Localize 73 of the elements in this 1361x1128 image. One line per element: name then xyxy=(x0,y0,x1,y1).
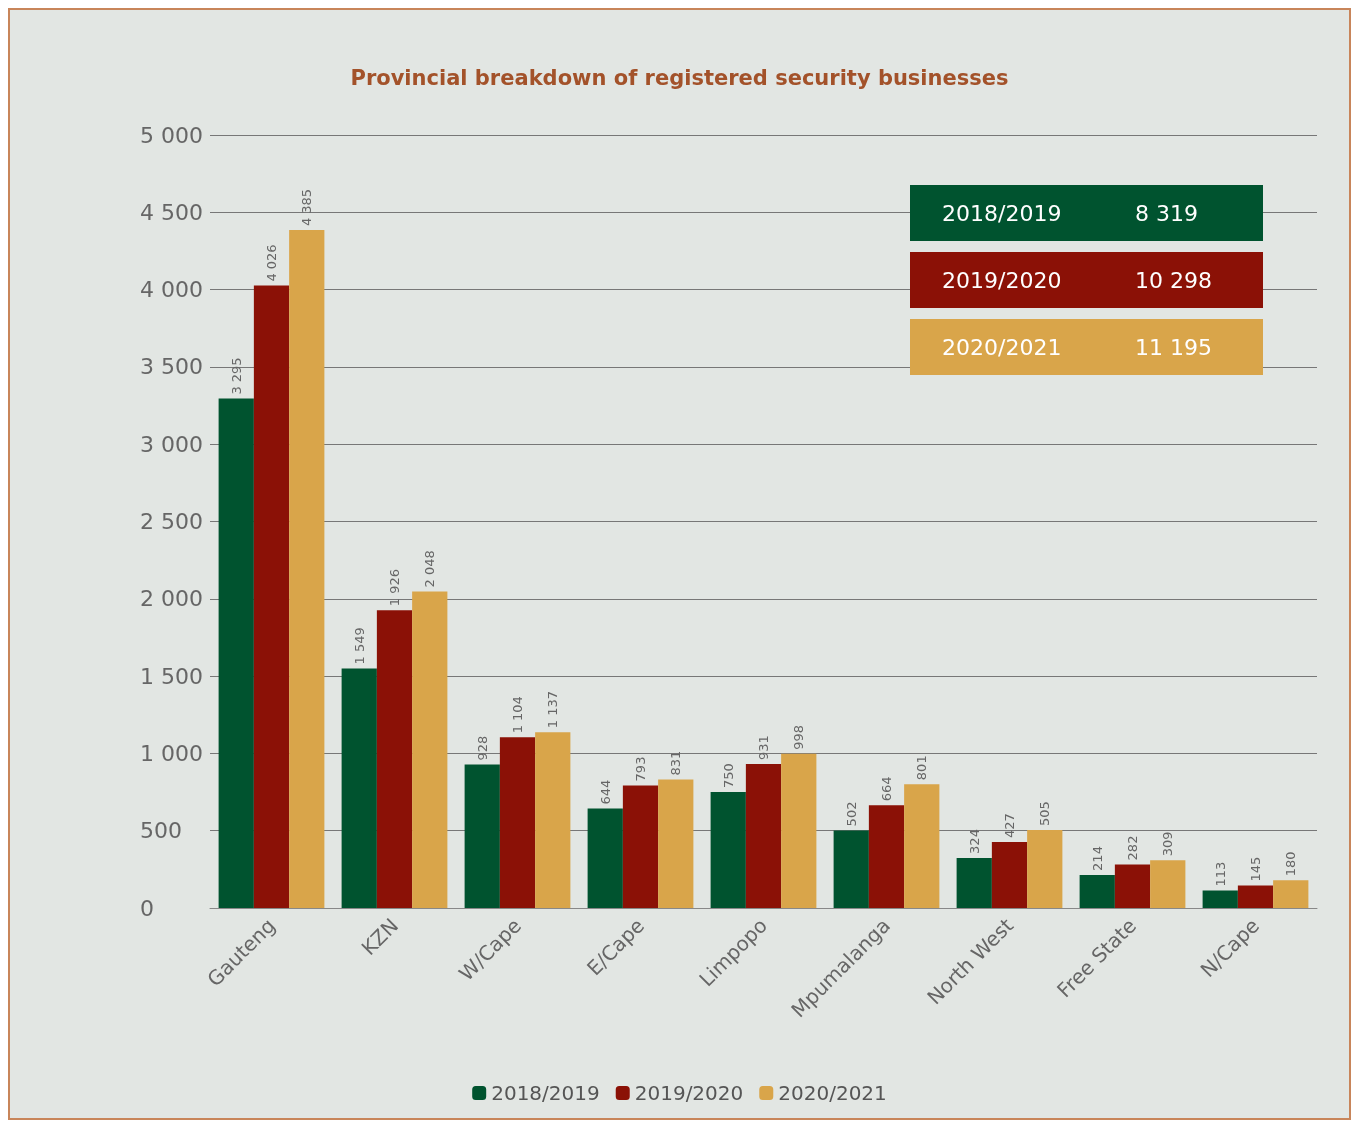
y-tick-label: 3 500 xyxy=(140,354,203,380)
bar xyxy=(991,841,1028,908)
bar xyxy=(1273,880,1309,908)
data-label: 801 xyxy=(914,755,930,781)
y-tick-label: 0 xyxy=(140,895,154,921)
bar xyxy=(1079,874,1115,908)
y-tick-label: 4 000 xyxy=(140,277,203,303)
data-label: 644 xyxy=(597,779,613,805)
bar xyxy=(218,398,254,908)
y-tick-label: 500 xyxy=(140,818,182,844)
data-label: 3 295 xyxy=(228,357,244,395)
bar xyxy=(341,668,377,908)
bar xyxy=(710,792,746,908)
chart-title: Provincial breakdown of registered security businesses xyxy=(350,65,1009,90)
y-tick-label: 4 500 xyxy=(140,199,203,225)
data-label: 750 xyxy=(720,763,736,789)
bar xyxy=(289,230,325,908)
data-label: 427 xyxy=(1002,813,1017,838)
bar xyxy=(499,737,536,908)
data-label: 282 xyxy=(1125,835,1140,861)
bar xyxy=(412,591,448,908)
data-label: 998 xyxy=(791,724,807,750)
data-label: 928 xyxy=(474,735,490,761)
bar xyxy=(253,285,290,908)
annotation: 10 298 xyxy=(1135,267,1212,293)
bar xyxy=(464,764,500,908)
bar xyxy=(1114,864,1151,908)
data-label: 1 549 xyxy=(351,627,367,665)
data-label: 664 xyxy=(879,776,894,802)
bar xyxy=(781,753,817,908)
bar xyxy=(1202,890,1238,908)
bar xyxy=(904,784,940,908)
annotation: 8 319 xyxy=(1135,200,1198,226)
y-tick-label: 1 500 xyxy=(140,663,203,689)
data-label: 145 xyxy=(1248,856,1263,882)
data-label: 4 026 xyxy=(264,244,279,282)
bar xyxy=(376,610,413,908)
bar xyxy=(956,857,992,908)
data-label: 4 385 xyxy=(299,188,315,227)
data-label: 113 xyxy=(1212,861,1228,887)
data-label: 1 926 xyxy=(387,569,402,607)
y-tick-label: 1 000 xyxy=(140,740,203,766)
bar xyxy=(868,805,905,908)
totals-table: 2018/2019 8 319 2019/2020 10 298 2020/2021 11 195 xyxy=(910,185,1263,386)
data-label: 831 xyxy=(668,750,684,776)
bar xyxy=(1027,829,1063,908)
bar xyxy=(833,830,869,908)
bar xyxy=(745,764,782,908)
y-tick-label: 2 000 xyxy=(140,586,203,612)
bar xyxy=(587,808,623,908)
data-label: 309 xyxy=(1160,831,1176,857)
annotation: 11 195 xyxy=(1135,334,1212,360)
data-label: 931 xyxy=(756,735,771,761)
data-label: 180 xyxy=(1283,851,1299,877)
bar xyxy=(658,779,694,908)
data-label: 324 xyxy=(966,829,982,854)
data-label: 793 xyxy=(633,756,648,782)
data-label: 1 137 xyxy=(545,691,561,729)
data-label: 1 104 xyxy=(510,696,525,734)
legend-label: 2020/2021 xyxy=(778,1081,887,1105)
bar xyxy=(1150,860,1186,908)
bar xyxy=(535,732,571,908)
data-label: 502 xyxy=(843,801,859,827)
data-label: 2 048 xyxy=(422,550,438,588)
y-tick-label: 2 500 xyxy=(140,509,203,534)
y-tick-label: 5 000 xyxy=(140,122,203,148)
data-label: 505 xyxy=(1037,801,1053,826)
bar xyxy=(1237,885,1274,908)
bar xyxy=(622,785,659,908)
legend-label: 2019/2020 xyxy=(634,1081,744,1105)
legend-label: 2018/2019 xyxy=(491,1081,600,1105)
data-label: 214 xyxy=(1089,846,1105,871)
y-tick-label: 3 000 xyxy=(140,431,203,457)
